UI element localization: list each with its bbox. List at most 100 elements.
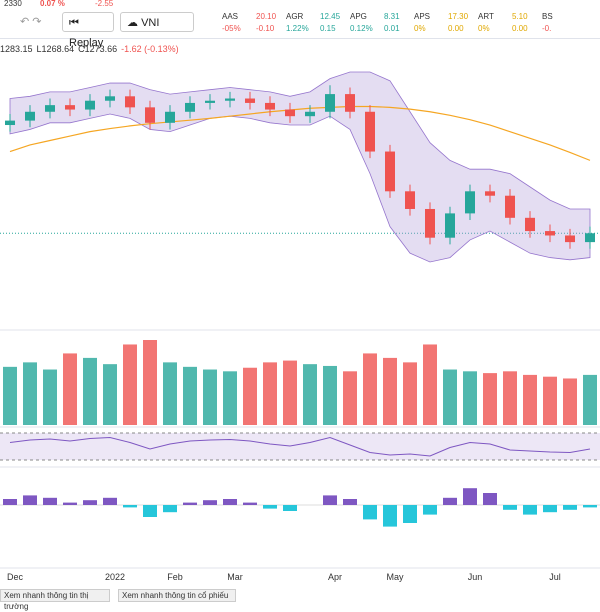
ticker-symbol: BS	[542, 12, 553, 21]
undo-redo[interactable]: ↶ ↷	[20, 16, 42, 28]
volume-bar	[23, 362, 37, 425]
macd-bar	[483, 493, 497, 505]
ticker-symbol: APG	[350, 12, 367, 21]
candle-body	[385, 151, 395, 192]
ticker-symbol: AGR	[286, 12, 304, 21]
macd-bar	[63, 502, 77, 505]
macd-bar	[343, 499, 357, 505]
label: Xem nhanh thông tin cổ phiếu	[122, 591, 229, 600]
volume-bar	[163, 362, 177, 425]
ticker-pct: -05%	[222, 24, 241, 33]
rsi-band	[0, 433, 600, 460]
volume-bar	[203, 369, 217, 425]
candle-body	[85, 100, 95, 110]
volume-bar	[343, 371, 357, 425]
volume-bar	[183, 366, 197, 425]
candle-body	[65, 105, 75, 110]
macd-bar	[203, 500, 217, 505]
volume-bar	[283, 360, 297, 425]
volume-bar	[503, 371, 517, 425]
symbol-search[interactable]: ☁ VNI	[120, 12, 194, 32]
candle-body	[105, 96, 115, 101]
candle-body	[445, 213, 455, 238]
ohlc: 1283.15 L1268.64 C1273.66 -1.62 (-0.13%)	[0, 44, 183, 54]
x-tick-label: Jul	[549, 572, 561, 582]
volume-bar	[483, 373, 497, 425]
candle-body	[25, 111, 35, 121]
ticker[interactable]: BS -0.	[542, 10, 600, 36]
candle-body	[165, 111, 175, 123]
macd-bar	[243, 502, 257, 505]
candle-body	[545, 231, 555, 236]
candle-body	[525, 217, 535, 232]
volume-bar	[463, 371, 477, 425]
macd-bar	[163, 505, 177, 513]
change-pct: 0.07 %	[40, 0, 65, 8]
macd-bar	[83, 500, 97, 505]
volume-bar	[3, 366, 17, 425]
ticker-price: 5.10	[512, 12, 528, 21]
ticker-change: 0.00	[512, 24, 528, 33]
stock-info-button[interactable]: Xem nhanh thông tin cổ phiếu	[118, 589, 236, 602]
volume-bar	[83, 357, 97, 425]
candle-body	[265, 102, 275, 110]
ticker-pct: -0.	[542, 24, 552, 33]
candle-body	[585, 233, 595, 243]
volume-bar	[423, 344, 437, 425]
x-tick-label: Mar	[227, 572, 243, 582]
macd-bar	[583, 505, 597, 508]
macd-bar	[523, 505, 537, 515]
market-info-button[interactable]: Xem nhanh thông tin thị trường	[0, 589, 110, 611]
macd-bar	[443, 497, 457, 505]
candle-body	[325, 94, 335, 112]
macd-bar	[543, 505, 557, 513]
toolbar: ↶ ↷ ⏮ Replay ☁ VNI AAS 20.10 -05% -0.10 AGR 1…	[0, 8, 600, 49]
label: Xem nhanh thông tin thị trường	[4, 591, 89, 611]
ticker-price: 17.30	[448, 12, 469, 21]
candle-body	[465, 191, 475, 214]
top-strip: 2330 0.07 % -2.55	[0, 0, 600, 8]
ticker-pct: 0.12%	[350, 24, 373, 33]
macd-bar	[123, 505, 137, 508]
macd-bar	[463, 488, 477, 505]
high: 1283.15	[0, 44, 33, 54]
ticker-pct: 0%	[414, 24, 426, 33]
volume-bar	[383, 357, 397, 425]
replay-button[interactable]: ⏮ Replay	[62, 12, 114, 49]
ticker-symbol: AAS	[222, 12, 239, 21]
volume-bar	[583, 374, 597, 425]
ticker-symbol: ART	[478, 12, 494, 21]
ticker[interactable]: ART 5.10 0% 0.00	[478, 10, 542, 36]
ticker-change: -0.10	[256, 24, 275, 33]
candle-body	[145, 107, 155, 123]
ticker[interactable]: APG 8.31 0.12% 0.01	[350, 10, 414, 36]
x-tick-label: Apr	[328, 572, 342, 582]
candle-body	[405, 191, 415, 209]
ticker-pct: 1.22%	[286, 24, 309, 33]
candle-body	[45, 105, 55, 112]
macd-bar	[223, 499, 237, 505]
close: C1273.66	[78, 44, 118, 54]
candle-body	[205, 100, 215, 103]
ticker[interactable]: AGR 12.45 1.22% 0.15	[286, 10, 350, 36]
volume-bar	[443, 369, 457, 425]
macd-bar	[363, 505, 377, 520]
volume-bar	[403, 362, 417, 425]
ma-line	[9, 105, 591, 161]
ticker-pct: 0%	[478, 24, 490, 33]
candle-body	[225, 98, 235, 101]
macd-bar	[383, 505, 397, 527]
macd-bar	[403, 505, 417, 523]
x-tick-label: Dec	[7, 572, 24, 582]
volume-bar	[543, 376, 557, 425]
candle-body	[485, 191, 495, 196]
volume-bar	[523, 374, 537, 425]
ticker[interactable]: APS 17.30 0% 0.00	[414, 10, 478, 36]
macd-bar	[323, 495, 337, 505]
candle-body	[245, 98, 255, 103]
macd-bar	[103, 497, 117, 505]
candle-body	[565, 235, 575, 243]
macd-bar	[183, 502, 197, 505]
ticker[interactable]: AAS 20.10 -05% -0.10	[222, 10, 286, 36]
candle-body	[5, 120, 15, 126]
